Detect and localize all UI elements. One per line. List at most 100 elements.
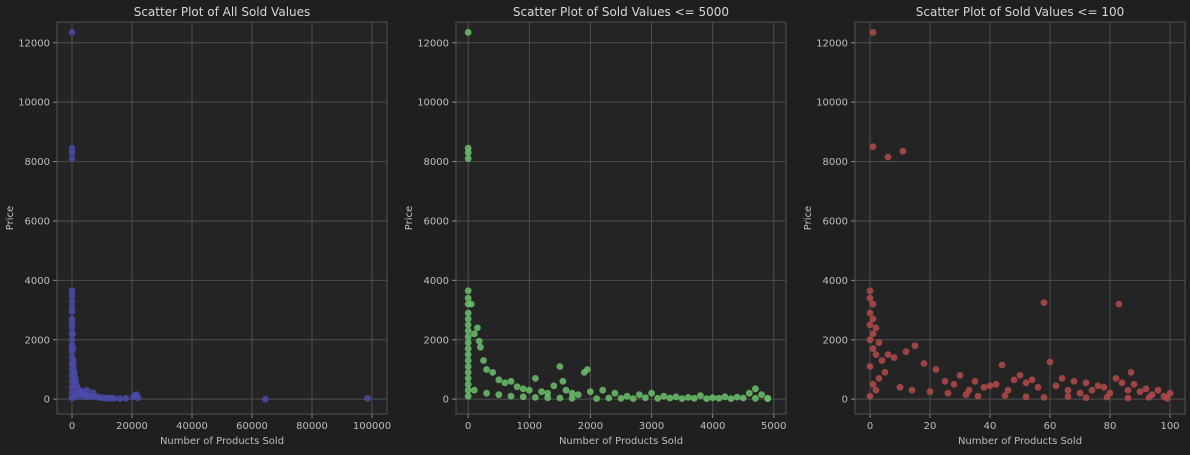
- scatter-point: [866, 336, 874, 344]
- y-ticks: 0 2000 4000 6000 8000 10000 12000: [18, 38, 57, 406]
- y-tick-label: 0: [443, 395, 449, 406]
- scatter-point: [464, 155, 472, 163]
- scatter-point: [911, 342, 919, 350]
- y-tick-label: 4000: [424, 276, 449, 287]
- scatter-point: [715, 394, 723, 402]
- scatter-point: [866, 294, 874, 302]
- scatter-point: [1070, 377, 1078, 385]
- x-tick-label: 60: [1044, 421, 1057, 432]
- scatter-point: [866, 287, 874, 295]
- scatter-point: [899, 147, 907, 155]
- x-tick-label: 1000: [517, 421, 542, 432]
- y-tick-label: 6000: [25, 216, 50, 227]
- grid: [855, 22, 1185, 414]
- scatter-point: [489, 369, 497, 376]
- scatter-series: [866, 29, 1174, 402]
- scatter-point: [666, 394, 674, 402]
- subplot-sold-lte-100: 0 20 40 60 80 100 0 2000 4000 6000 8000 10000 12000…: [803, 5, 1186, 447]
- scatter-point: [1166, 389, 1174, 397]
- y-tick-label: 0: [842, 395, 848, 406]
- scatter-point: [875, 339, 883, 347]
- x-tick-label: 100000: [353, 421, 391, 432]
- scatter-point: [82, 393, 89, 401]
- scatter-point: [495, 391, 503, 399]
- scatter-point: [875, 375, 883, 382]
- scatter-point: [1028, 376, 1036, 384]
- x-axis-label: Number of Products Sold: [958, 436, 1082, 447]
- scatter-point: [519, 393, 527, 401]
- scatter-point: [869, 345, 877, 353]
- scatter-point: [1064, 393, 1072, 400]
- scatter-point: [869, 315, 877, 323]
- plot-area: [56, 21, 388, 415]
- scatter-point: [884, 351, 892, 358]
- scatter-point: [896, 383, 904, 391]
- scatter-point: [980, 383, 988, 391]
- scatter-point: [884, 153, 892, 161]
- scatter-point: [464, 357, 472, 364]
- scatter-point: [697, 392, 704, 399]
- scatter-point: [68, 291, 76, 299]
- scatter-point: [1022, 393, 1030, 401]
- scatter-point: [1130, 380, 1138, 388]
- x-tick-label: 40: [984, 421, 997, 432]
- scatter-point: [908, 386, 916, 394]
- scatter-point: [869, 143, 877, 151]
- scatter-point: [1088, 386, 1096, 394]
- y-tick-label: 2000: [25, 335, 50, 346]
- scatter-point: [764, 395, 772, 402]
- x-tick-label: 80000: [296, 421, 328, 432]
- scatter-point: [464, 294, 472, 302]
- scatter-point: [992, 380, 1000, 388]
- scatter-point: [866, 309, 874, 317]
- scatter-point: [464, 339, 472, 347]
- y-tick-label: 12000: [816, 38, 848, 49]
- y-tick-label: 12000: [417, 38, 449, 49]
- scatter-point: [501, 379, 509, 387]
- scatter-point: [464, 392, 472, 400]
- scatter-point: [758, 391, 765, 399]
- chart-title: Scatter Plot of All Sold Values: [134, 5, 311, 19]
- scatter-point: [605, 394, 613, 402]
- x-ticks: 0 1000 2000 3000 4000 5000: [465, 414, 787, 432]
- scatter-point: [464, 351, 472, 358]
- scatter-point: [1016, 372, 1024, 379]
- scatter-point: [470, 386, 478, 394]
- scatter-point: [1076, 389, 1084, 397]
- scatter-point: [474, 324, 481, 332]
- scatter-point: [464, 386, 472, 394]
- scatter-point: [1034, 383, 1042, 391]
- x-tick-label: 80: [1104, 421, 1117, 432]
- scatter-point: [1124, 394, 1132, 402]
- scatter-point: [1022, 379, 1030, 387]
- scatter-point: [556, 394, 564, 402]
- scatter-point: [519, 385, 527, 393]
- x-ticks: 0 20 40 60 80 100: [867, 414, 1180, 432]
- scatter-point: [68, 29, 76, 36]
- scatter-point: [538, 388, 545, 396]
- scatter-point: [941, 377, 949, 385]
- scatter-point: [629, 395, 637, 402]
- scatter-point: [593, 395, 600, 402]
- scatter-point: [1100, 383, 1108, 391]
- scatter-point: [464, 321, 472, 329]
- scatter-point: [672, 393, 680, 401]
- y-axis-label: Price: [803, 206, 814, 230]
- scatter-point: [568, 394, 576, 402]
- scatter-point: [562, 386, 570, 394]
- scatter-point: [532, 394, 539, 401]
- scatter-point: [464, 149, 472, 157]
- scatter-point: [550, 382, 558, 390]
- scatter-point: [872, 386, 880, 394]
- scatter-point: [556, 363, 564, 370]
- scatter-point: [752, 394, 759, 402]
- scatter-point: [69, 330, 76, 338]
- scatter-point: [617, 394, 625, 402]
- scatter-point: [68, 336, 76, 344]
- y-tick-label: 10000: [18, 98, 50, 109]
- scatter-point: [364, 394, 371, 402]
- scatter-point: [1112, 375, 1120, 382]
- scatter-point: [483, 366, 490, 373]
- scatter-point: [1118, 379, 1126, 387]
- scatter-point: [470, 330, 478, 338]
